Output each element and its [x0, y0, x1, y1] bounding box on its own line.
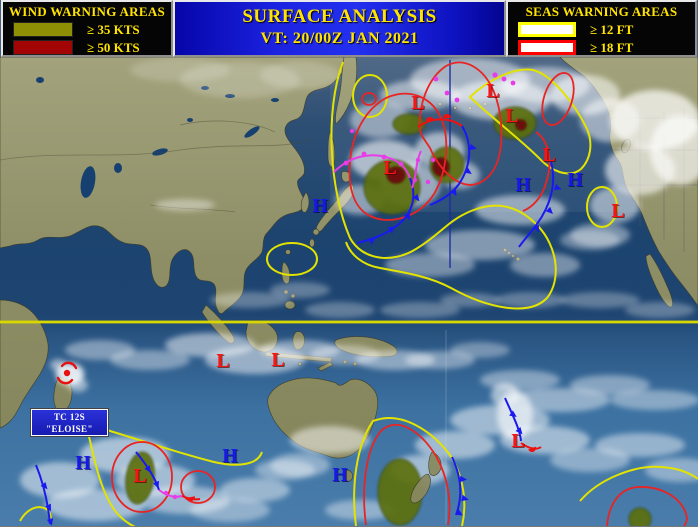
wind-legend-title: WIND WARNING AREAS — [8, 4, 166, 19]
tropical-cyclone-label: TC 12S "ELOISE" — [30, 408, 109, 437]
panel-divider-line — [0, 320, 698, 324]
seas-12ft-swatch — [518, 22, 576, 37]
africa-coast — [0, 299, 49, 429]
seas-legend-row-12ft: ≥ 12 FT — [518, 21, 689, 38]
wind-legend-row-50kt: ≥ 50 KTS — [13, 39, 165, 56]
wind-50kt-label: ≥ 50 KTS — [87, 39, 140, 55]
seas-legend-row-18ft: ≥ 18 FT — [518, 39, 689, 56]
tropical-cyclone-icon — [56, 361, 78, 385]
seas-warning-legend: SEAS WARNING AREAS ≥ 12 FT ≥ 18 FT — [506, 0, 697, 57]
cold-fronts — [35, 125, 562, 526]
seas-12ft-label: ≥ 12 FT — [590, 21, 634, 37]
page-title: SURFACE ANALYSIS — [242, 6, 437, 27]
inland-lakes — [36, 77, 279, 198]
wind-35kt-label: ≥ 35 KTS — [87, 21, 140, 37]
tc-name: "ELOISE" — [46, 423, 93, 434]
valid-time: VT: 20/00Z JAN 2021 — [260, 30, 419, 47]
seas-warning-18ft-contours — [111, 61, 688, 526]
occluded-fronts — [158, 72, 516, 500]
wind-35kt-swatch — [13, 22, 73, 37]
seas-18ft-label: ≥ 18 FT — [590, 39, 634, 55]
occluded-front-pips — [163, 72, 516, 500]
wind-warning-legend: WIND WARNING AREAS ≥ 35 KTS ≥ 50 KTS — [1, 0, 173, 57]
seas-legend-title: SEAS WARNING AREAS — [525, 4, 678, 19]
cold-front-pips — [40, 143, 562, 526]
seas-18ft-swatch — [518, 40, 576, 55]
wind-50kt-swatch — [13, 40, 73, 55]
tc-id: TC 12S — [53, 412, 86, 422]
wind-legend-row-35kt: ≥ 35 KTS — [13, 21, 165, 38]
warm-front-pips — [187, 114, 536, 501]
warm-fronts — [181, 114, 542, 501]
title-block: SURFACE ANALYSIS VT: 20/00Z JAN 2021 — [173, 0, 506, 57]
cloud-field — [20, 58, 698, 522]
seas-warning-12ft-contours — [19, 61, 698, 526]
